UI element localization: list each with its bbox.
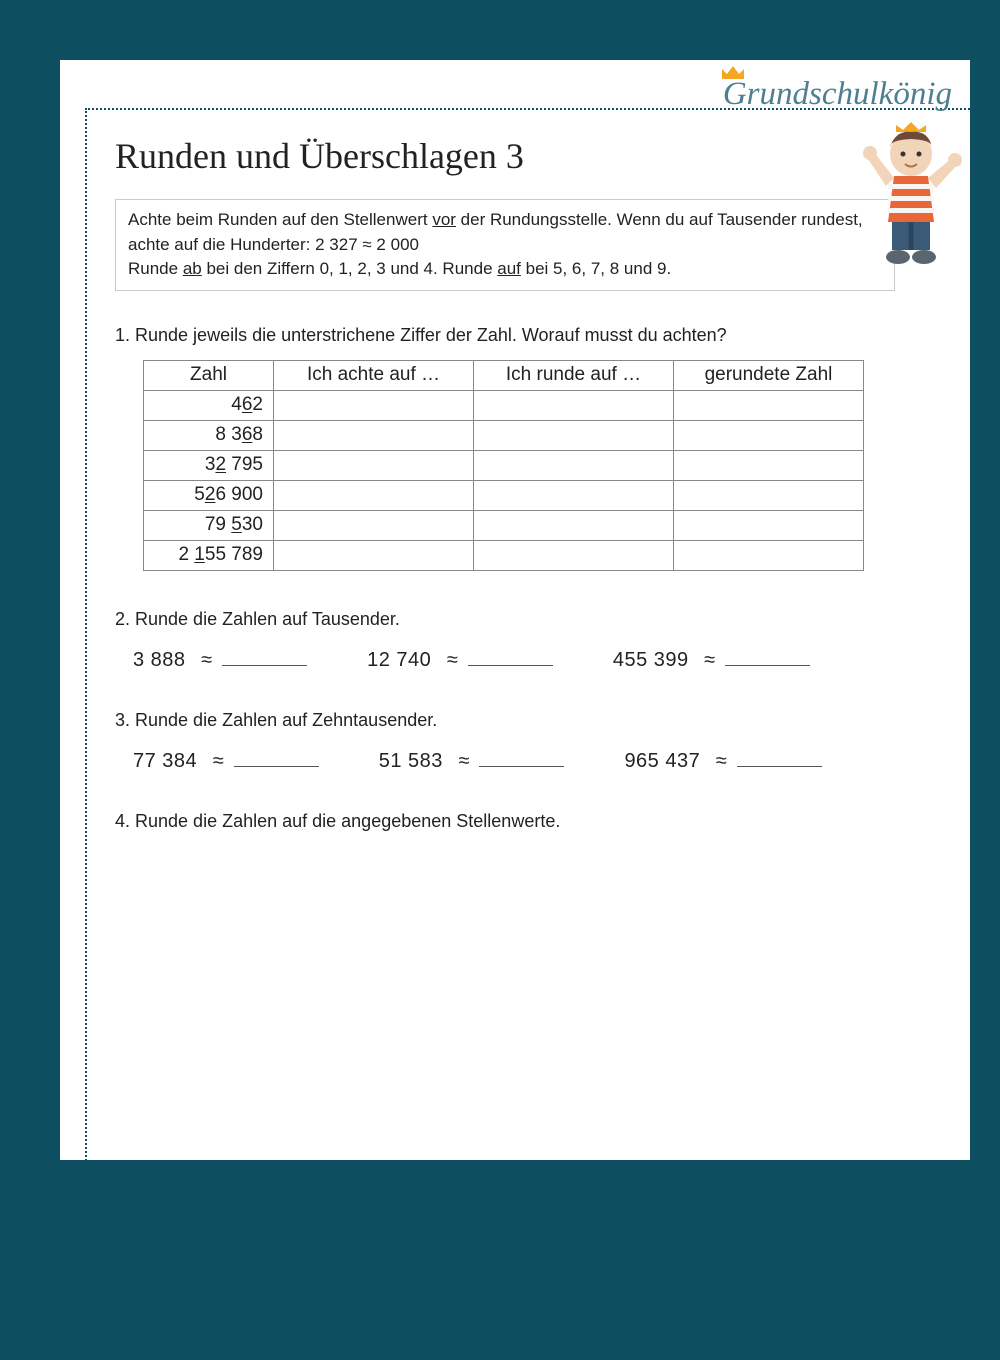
instruction-box: Achte beim Runden auf den Stellenwert vo… xyxy=(115,199,895,291)
table-row: 32 795 xyxy=(144,450,864,480)
number-cell: 462 xyxy=(144,390,274,420)
table-row: 2 155 789 xyxy=(144,540,864,570)
blank-cell[interactable] xyxy=(474,510,674,540)
blank-cell[interactable] xyxy=(474,390,674,420)
blank-cell[interactable] xyxy=(274,510,474,540)
worksheet-page: Grundschulkönig Runden und Überschlagen … xyxy=(60,60,970,1160)
task-3: 3. Runde die Zahlen auf Zehntausender. 7… xyxy=(115,710,922,773)
approx-symbol: ≈ xyxy=(196,649,213,672)
mascot-illustration xyxy=(856,122,966,272)
rounding-item: 77 384 ≈ xyxy=(133,745,319,773)
answer-blank[interactable] xyxy=(468,644,553,666)
blank-cell[interactable] xyxy=(474,420,674,450)
number-value: 12 740 xyxy=(367,649,431,672)
task-1-prompt: 1. Runde jeweils die unterstrichene Ziff… xyxy=(115,325,922,346)
number-cell: 526 900 xyxy=(144,480,274,510)
worksheet-content: Runden und Überschlagen 3 Achte beim Run… xyxy=(90,85,940,832)
number-cell: 32 795 xyxy=(144,450,274,480)
table-header-row: Zahl Ich achte auf … Ich runde auf … ger… xyxy=(144,360,864,390)
blank-cell[interactable] xyxy=(674,540,864,570)
answer-blank[interactable] xyxy=(479,745,564,767)
task-2-prompt: 2. Runde die Zahlen auf Tausender. xyxy=(115,609,922,630)
blank-cell[interactable] xyxy=(274,480,474,510)
blank-cell[interactable] xyxy=(674,480,864,510)
table-row: 79 530 xyxy=(144,510,864,540)
blank-cell[interactable] xyxy=(674,390,864,420)
number-value: 77 384 xyxy=(133,750,197,773)
table-header: Ich achte auf … xyxy=(274,360,474,390)
crown-icon xyxy=(720,63,746,81)
blank-cell[interactable] xyxy=(674,510,864,540)
blank-cell[interactable] xyxy=(274,450,474,480)
number-cell: 8 368 xyxy=(144,420,274,450)
approx-symbol: ≈ xyxy=(699,649,716,672)
rounding-table: Zahl Ich achte auf … Ich runde auf … ger… xyxy=(143,360,864,571)
approx-symbol: ≈ xyxy=(441,649,458,672)
number-value: 51 583 xyxy=(379,750,443,773)
approx-symbol: ≈ xyxy=(207,750,224,773)
table-header: gerundete Zahl xyxy=(674,360,864,390)
number-value: 3 888 xyxy=(133,649,186,672)
blank-cell[interactable] xyxy=(674,450,864,480)
answer-blank[interactable] xyxy=(222,644,307,666)
blank-cell[interactable] xyxy=(474,480,674,510)
task-3-prompt: 3. Runde die Zahlen auf Zehntausender. xyxy=(115,710,922,731)
task-2-items: 3 888 ≈12 740 ≈455 399 ≈ xyxy=(133,644,922,672)
approx-symbol: ≈ xyxy=(453,750,470,773)
number-value: 455 399 xyxy=(613,649,689,672)
number-cell: 79 530 xyxy=(144,510,274,540)
rounding-item: 3 888 ≈ xyxy=(133,644,307,672)
table-header: Zahl xyxy=(144,360,274,390)
task-1: 1. Runde jeweils die unterstrichene Ziff… xyxy=(115,325,922,571)
answer-blank[interactable] xyxy=(725,644,810,666)
table-row: 526 900 xyxy=(144,480,864,510)
rounding-item: 51 583 ≈ xyxy=(379,745,565,773)
task-3-items: 77 384 ≈51 583 ≈965 437 ≈ xyxy=(133,745,922,773)
blank-cell[interactable] xyxy=(274,420,474,450)
answer-blank[interactable] xyxy=(234,745,319,767)
blank-cell[interactable] xyxy=(474,540,674,570)
approx-symbol: ≈ xyxy=(710,750,727,773)
blank-cell[interactable] xyxy=(274,390,474,420)
rounding-item: 12 740 ≈ xyxy=(367,644,553,672)
blank-cell[interactable] xyxy=(274,540,474,570)
rounding-item: 455 399 ≈ xyxy=(613,644,810,672)
task-4: 4. Runde die Zahlen auf die angegebenen … xyxy=(115,811,922,832)
answer-blank[interactable] xyxy=(737,745,822,767)
brand-logo: Grundschulkönig xyxy=(723,76,952,113)
table-header: Ich runde auf … xyxy=(474,360,674,390)
table-row: 8 368 xyxy=(144,420,864,450)
page-title: Runden und Überschlagen 3 xyxy=(115,135,922,177)
number-cell: 2 155 789 xyxy=(144,540,274,570)
table-row: 462 xyxy=(144,390,864,420)
number-value: 965 437 xyxy=(624,750,700,773)
rounding-item: 965 437 ≈ xyxy=(624,745,821,773)
blank-cell[interactable] xyxy=(674,420,864,450)
brand-text: rundschulkönig xyxy=(747,76,952,112)
blank-cell[interactable] xyxy=(474,450,674,480)
task-4-prompt: 4. Runde die Zahlen auf die angegebenen … xyxy=(115,811,922,832)
task-2: 2. Runde die Zahlen auf Tausender. 3 888… xyxy=(115,609,922,672)
